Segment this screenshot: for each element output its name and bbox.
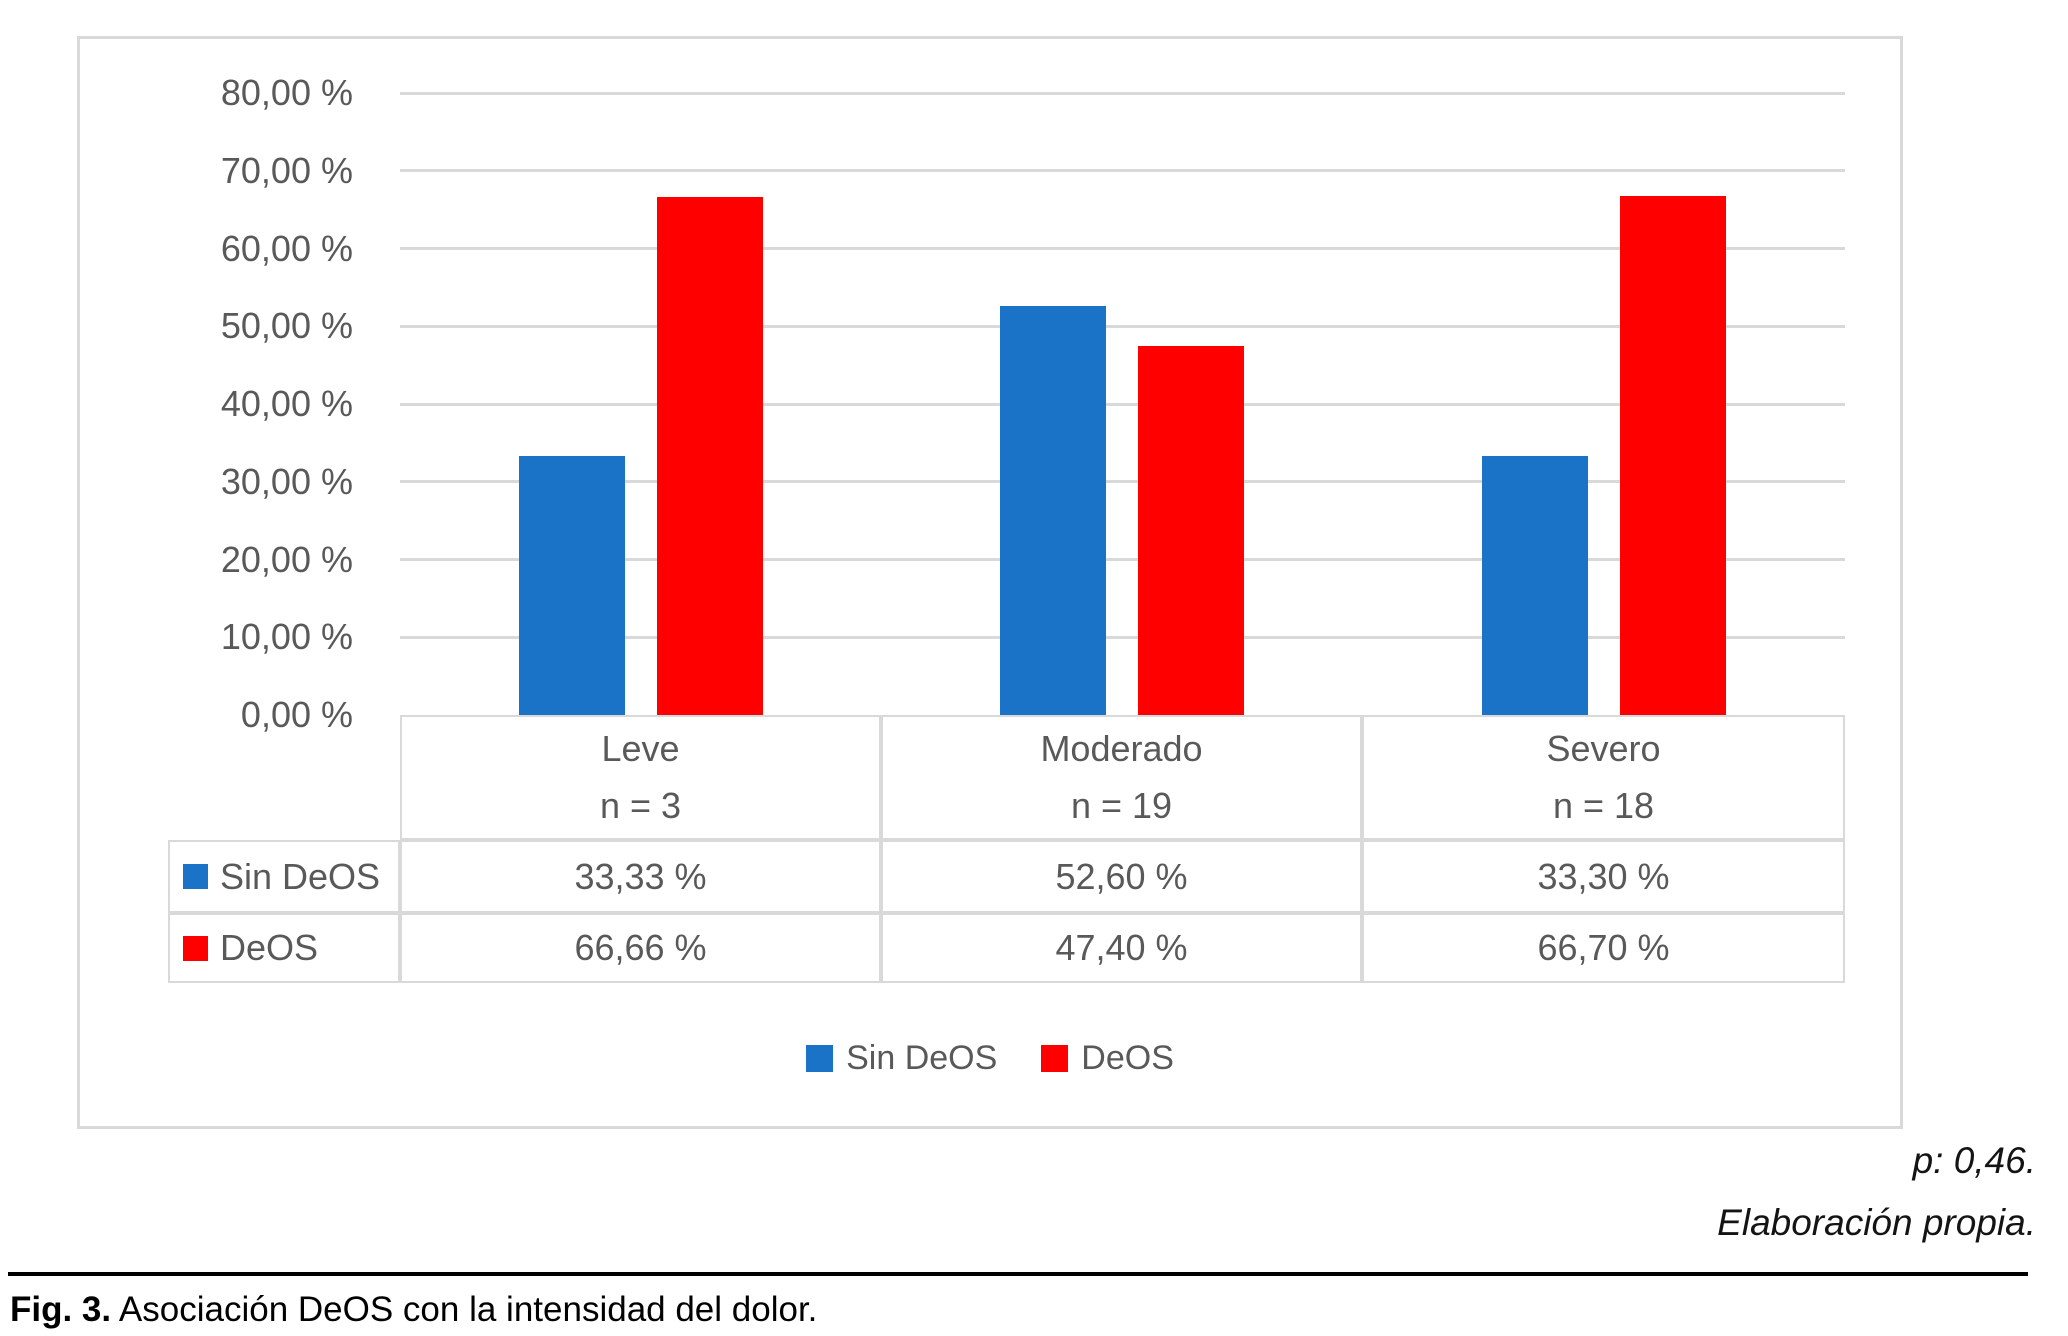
figure-number: Fig. 3. bbox=[10, 1290, 112, 1329]
bar-group-leve bbox=[400, 93, 882, 715]
y-tick-label: 20,00 % bbox=[220, 538, 353, 580]
bar-group-severo bbox=[1363, 93, 1845, 715]
sin-deos-swatch-icon bbox=[183, 864, 208, 889]
bar-deos-severo bbox=[1620, 196, 1727, 715]
source-note: Elaboración propia. bbox=[1717, 1202, 2036, 1243]
bar-sin-deos-leve bbox=[518, 455, 625, 715]
category-label: Moderado bbox=[1040, 727, 1203, 769]
gridline-30 bbox=[400, 480, 1845, 484]
y-tick-label: 60,00 % bbox=[220, 227, 353, 269]
gridline-80 bbox=[400, 91, 1845, 95]
table-rowheader-sin-deos: Sin DeOS bbox=[168, 840, 400, 913]
y-tick-label: 70,00 % bbox=[220, 149, 353, 191]
gridline-20 bbox=[400, 558, 1845, 561]
figure-caption-text: Asociación DeOS con la intensidad del do… bbox=[111, 1290, 818, 1329]
legend-item-sin-deos: Sin DeOS bbox=[806, 1039, 997, 1078]
y-tick-label: 50,00 % bbox=[220, 305, 353, 347]
bar-group-moderado bbox=[882, 93, 1364, 715]
category-count: n = 18 bbox=[1552, 784, 1655, 826]
series-label: DeOS bbox=[220, 927, 319, 968]
legend-item-deos: DeOS bbox=[1041, 1039, 1174, 1078]
bar-deos-moderado bbox=[1138, 346, 1245, 715]
figure-caption: Fig. 3. Asociación DeOS con la intensida… bbox=[10, 1290, 817, 1330]
bar-deos-leve bbox=[656, 196, 763, 715]
table-value-deos-severo: 66,70 % bbox=[1362, 913, 1845, 983]
p-value-note: p: 0,46. bbox=[1912, 1140, 2036, 1181]
deos-swatch-icon bbox=[183, 935, 208, 961]
table-value-sin-deos-severo: 33,30 % bbox=[1362, 840, 1845, 913]
category-label: Leve bbox=[601, 727, 680, 769]
chart-data-table: Leve n = 3 Moderado n = 19 Severo n = 18… bbox=[168, 715, 1845, 983]
legend-label: Sin DeOS bbox=[846, 1039, 998, 1077]
sin-deos-swatch-icon bbox=[806, 1045, 834, 1072]
legend-label: DeOS bbox=[1081, 1039, 1174, 1077]
plot-area bbox=[400, 91, 1845, 715]
y-tick-label: 0,00 % bbox=[240, 694, 353, 735]
gridline-40 bbox=[400, 402, 1845, 406]
table-value-sin-deos-moderado: 52,60 % bbox=[881, 840, 1362, 913]
category-label: Severo bbox=[1546, 727, 1661, 769]
gridline-60 bbox=[400, 247, 1845, 250]
gridline-70 bbox=[400, 169, 1845, 173]
table-category-severo: Severo n = 18 bbox=[1362, 715, 1845, 840]
table-value-sin-deos-leve: 33,33 % bbox=[400, 840, 881, 913]
table-corner-cell bbox=[168, 715, 400, 840]
y-tick-label: 80,00 % bbox=[220, 72, 353, 113]
table-value-deos-leve: 66,66 % bbox=[400, 913, 881, 983]
y-tick-label: 30,00 % bbox=[220, 460, 353, 502]
bar-sin-deos-moderado bbox=[1000, 306, 1107, 715]
table-rowheader-deos: DeOS bbox=[168, 913, 400, 983]
y-tick-label: 40,00 % bbox=[220, 383, 353, 424]
caption-divider bbox=[8, 1272, 2028, 1276]
series-label: Sin DeOS bbox=[220, 855, 381, 897]
category-count: n = 3 bbox=[599, 784, 682, 826]
gridline-50 bbox=[400, 324, 1845, 328]
y-tick-label: 10,00 % bbox=[220, 616, 353, 658]
chart-legend: Sin DeOS DeOS bbox=[80, 1039, 1900, 1078]
table-value-deos-moderado: 47,40 % bbox=[881, 913, 1362, 983]
category-count: n = 19 bbox=[1070, 784, 1173, 826]
table-category-leve: Leve n = 3 bbox=[400, 715, 881, 840]
bar-sin-deos-severo bbox=[1482, 456, 1589, 715]
chart-frame: 80,00 % 70,00 % 60,00 % 50,00 % 40,00 % 30,00… bbox=[77, 36, 1903, 1129]
table-category-moderado: Moderado n = 19 bbox=[881, 715, 1362, 840]
gridline-10 bbox=[400, 635, 1845, 639]
deos-swatch-icon bbox=[1041, 1045, 1069, 1072]
